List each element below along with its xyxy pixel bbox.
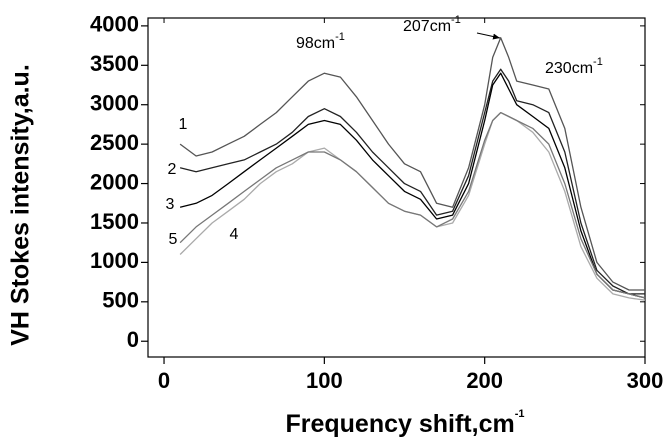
plot-frame [147, 17, 646, 358]
series-label: 1 [179, 116, 188, 133]
series-line [179, 72, 646, 299]
y-tick-label: 3500 [90, 51, 139, 76]
annotation: 98cm-1 [296, 31, 345, 52]
annotation: 230cm-1 [545, 56, 603, 77]
y-tick-label: 0 [127, 327, 139, 352]
series-line [179, 37, 645, 291]
series-label: 5 [169, 231, 178, 248]
x-tick-label: 300 [627, 368, 664, 393]
y-tick-label: 3000 [90, 91, 139, 116]
y-axis-label: VH Stokes intensity,a.u. [7, 64, 35, 346]
x-tick-label: 200 [466, 368, 503, 393]
y-tick-label: 4000 [90, 12, 139, 37]
x-tick-label: 0 [158, 368, 170, 393]
x-axis-label: Frequency shift,cm-1 [285, 408, 524, 438]
series-label: 3 [166, 196, 175, 213]
series-line [179, 68, 645, 295]
annotation: 207cm-1 [403, 14, 461, 35]
y-tick-label: 500 [102, 288, 139, 313]
series-label: 2 [168, 161, 177, 178]
annotation-arrow [476, 32, 501, 40]
x-tick-label: 100 [306, 368, 343, 393]
y-tick-label: 1000 [90, 248, 139, 273]
series-line [179, 111, 646, 299]
series-label: 4 [230, 226, 239, 243]
y-tick-label: 1500 [90, 209, 139, 234]
y-tick-label: 2500 [90, 130, 139, 155]
y-tick-label: 2000 [90, 169, 139, 194]
